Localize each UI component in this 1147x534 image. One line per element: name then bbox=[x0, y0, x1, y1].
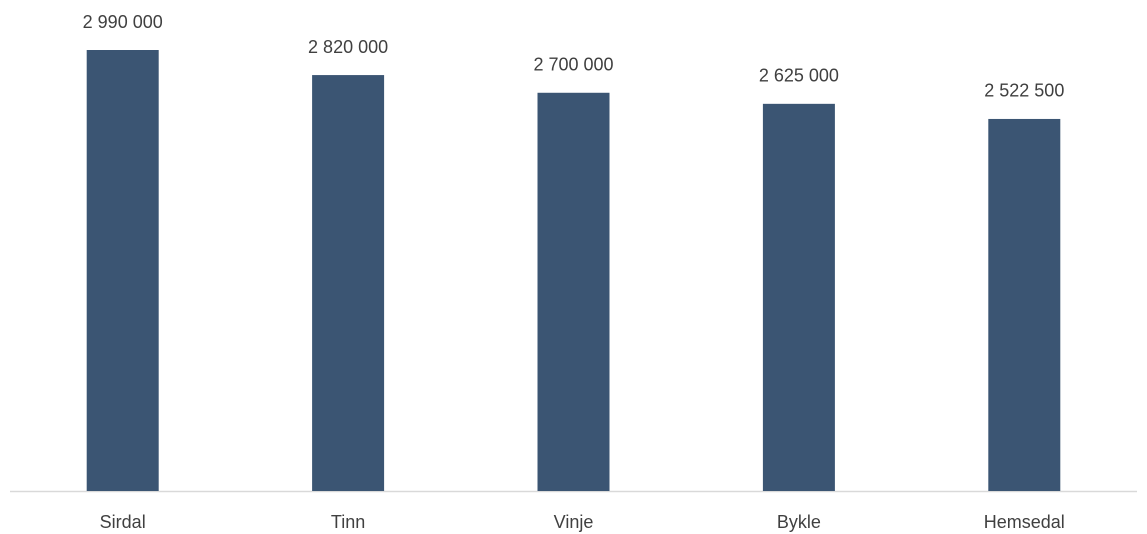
value-label: 2 625 000 bbox=[759, 66, 839, 86]
x-tick-label: Tinn bbox=[331, 512, 365, 532]
bar bbox=[762, 103, 835, 492]
bar bbox=[537, 92, 610, 491]
bar bbox=[86, 50, 159, 491]
x-tick-label: Hemsedal bbox=[984, 512, 1065, 532]
value-label: 2 522 500 bbox=[984, 81, 1064, 101]
value-label: 2 990 000 bbox=[83, 12, 163, 32]
x-tick-label: Vinje bbox=[554, 512, 594, 532]
value-label: 2 700 000 bbox=[533, 55, 613, 75]
bar bbox=[988, 118, 1061, 492]
value-label: 2 820 000 bbox=[308, 37, 388, 57]
bar bbox=[312, 75, 385, 491]
x-tick-label: Sirdal bbox=[100, 512, 146, 532]
x-tick-label: Bykle bbox=[777, 512, 821, 532]
